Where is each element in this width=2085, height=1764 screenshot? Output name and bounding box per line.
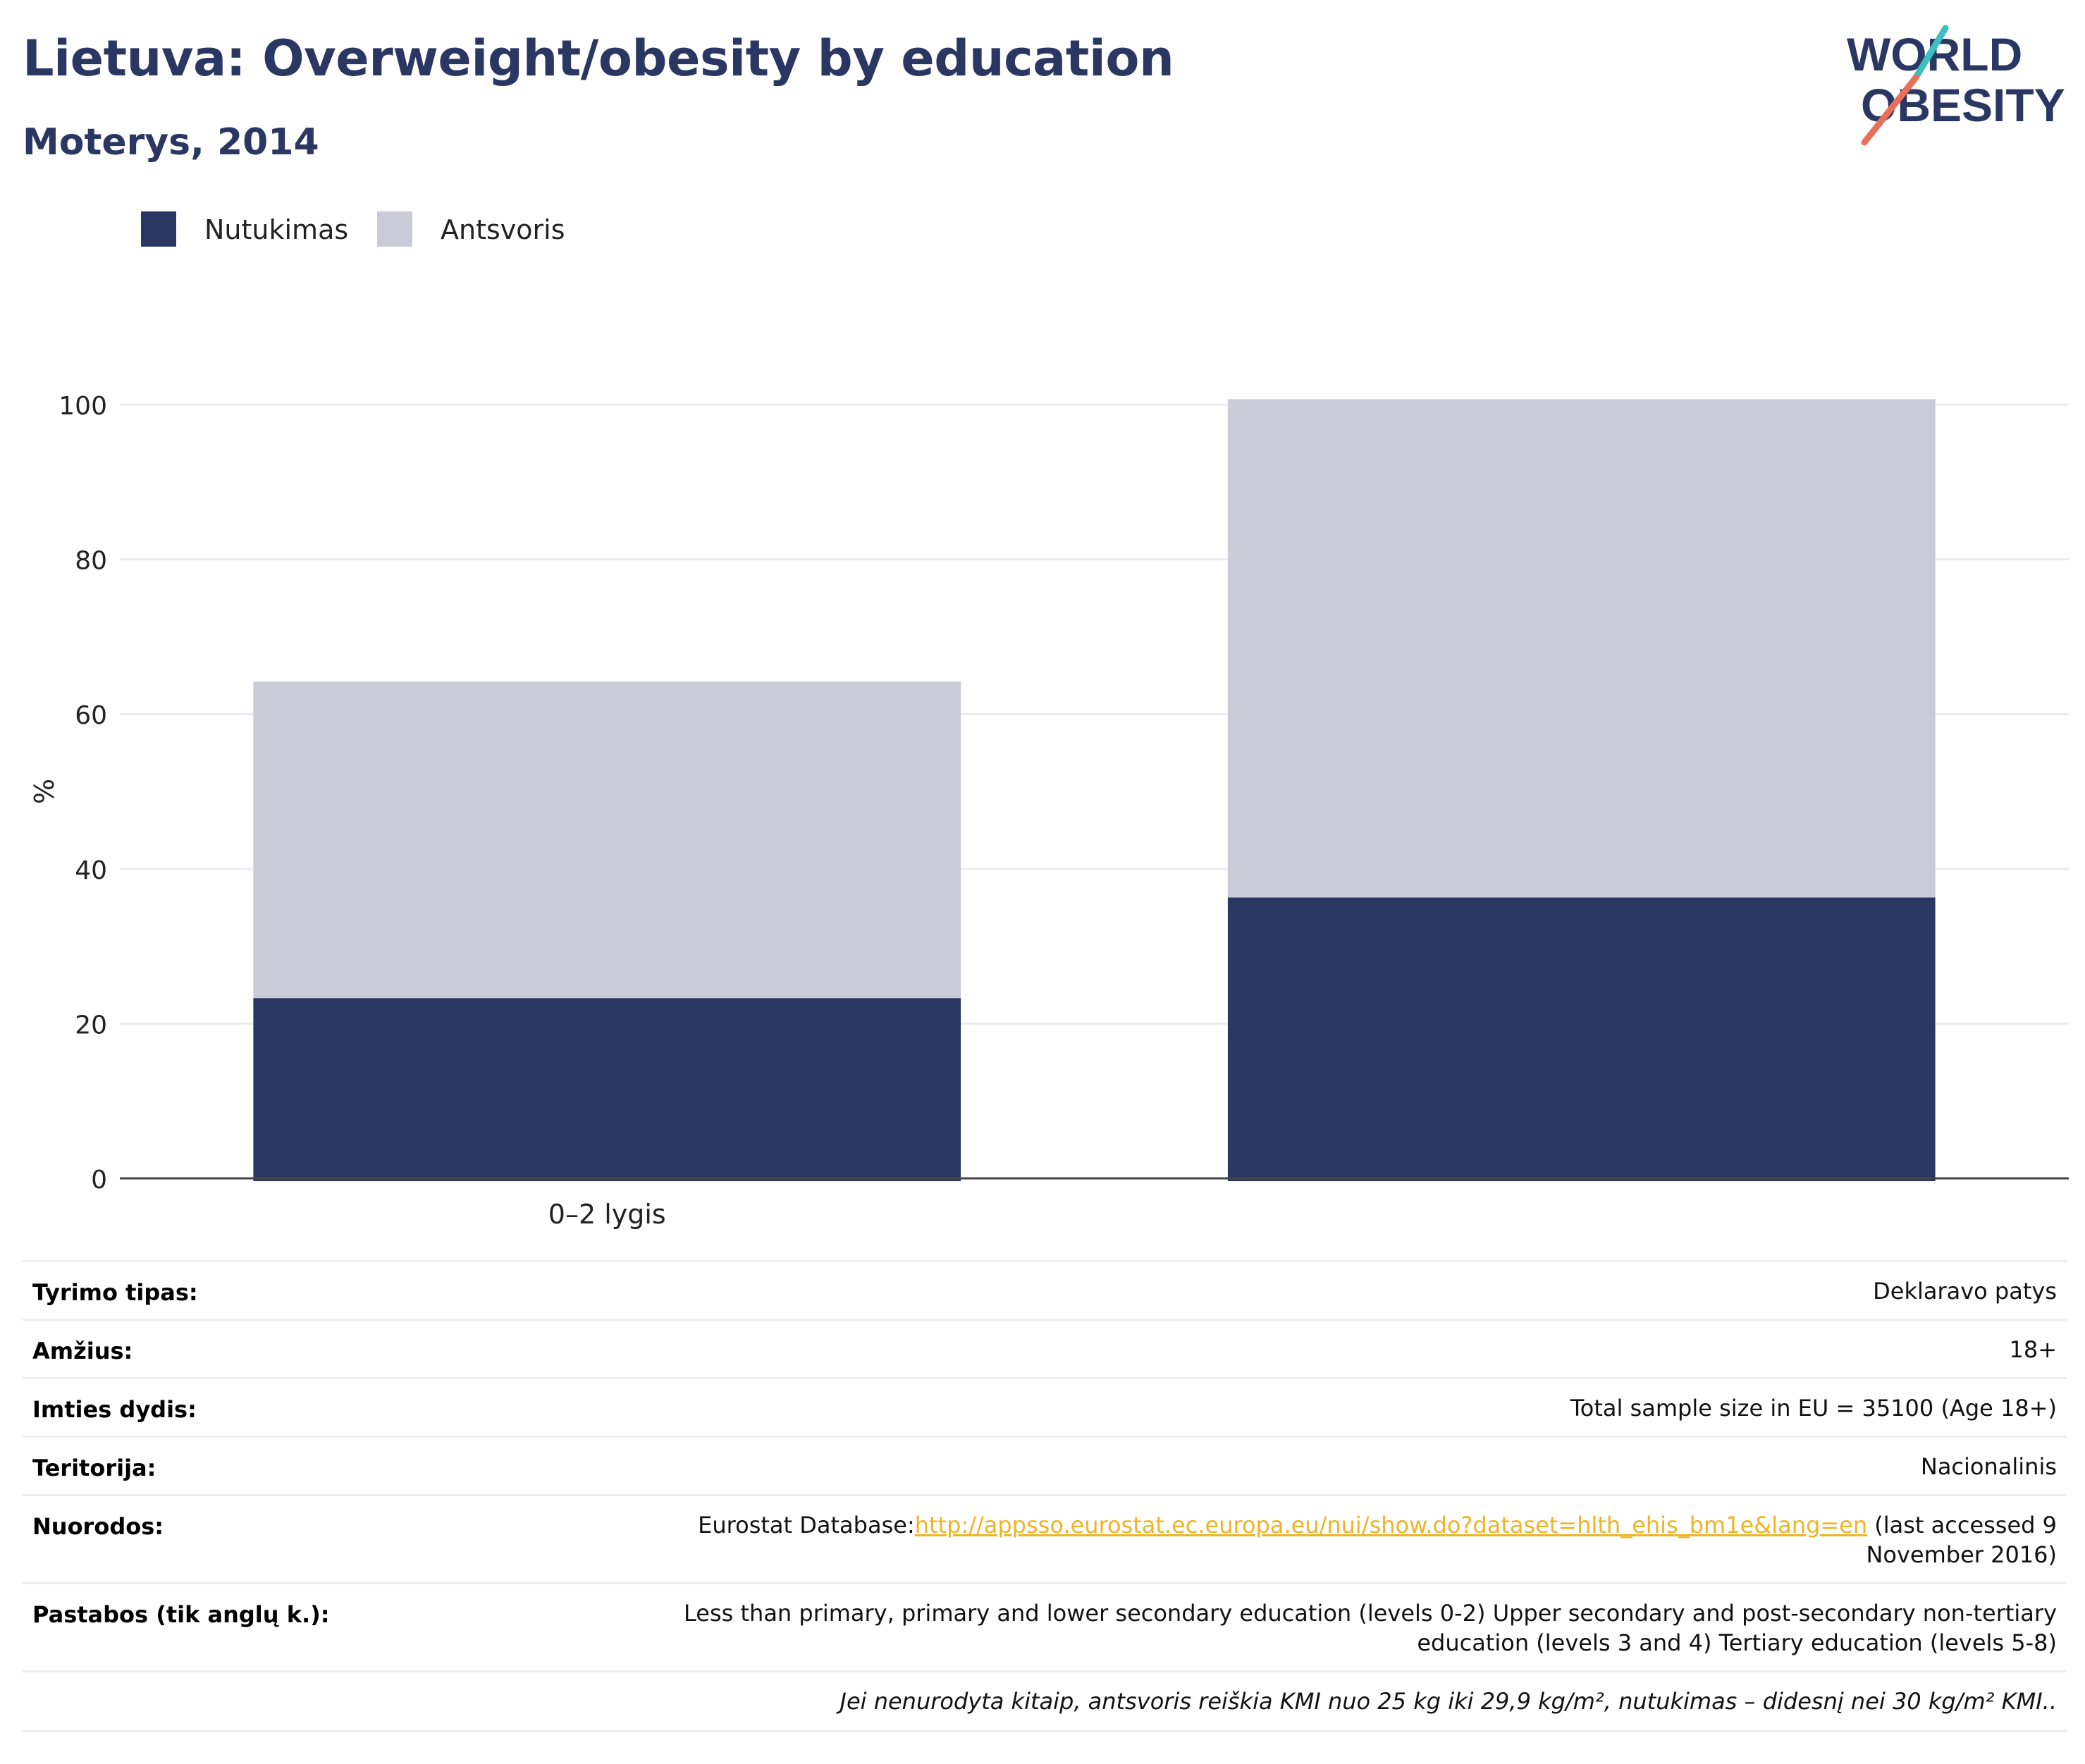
x-tick-label-0: 0–2 lygis bbox=[548, 1199, 666, 1230]
info-value-notes: Less than primary, primary and lower sec… bbox=[684, 1600, 2057, 1656]
chart-title: Lietuva: Overweight/obesity by education bbox=[23, 30, 1174, 87]
info-value-survey-type: Deklaravo patys bbox=[1873, 1278, 2057, 1305]
chart-subtitle: Moterys, 2014 bbox=[23, 121, 319, 164]
eurostat-link[interactable]: http://appsso.eurostat.ec.europa.eu/nui/… bbox=[914, 1512, 1868, 1538]
info-label-references: Nuorodos: bbox=[32, 1513, 164, 1540]
bar-obesity-0 bbox=[253, 998, 961, 1181]
info-footnote: Jei nenurodyta kitaip, antsvoris reiškia… bbox=[839, 1688, 2058, 1715]
y-axis-label: % bbox=[29, 779, 60, 804]
info-value-territory: Nacionalinis bbox=[1920, 1453, 2057, 1480]
y-tick-label-0: 0 bbox=[91, 1166, 107, 1195]
info-value-references: Eurostat Database:http://appsso.eurostat… bbox=[661, 1510, 2057, 1569]
info-table: Tyrimo tipas: Deklaravo patys Amžius: 18… bbox=[23, 1260, 2067, 1732]
info-row-sample-size: Imties dydis: Total sample size in EU = … bbox=[23, 1377, 2067, 1436]
references-suffix: (last accessed 9 November 2016) bbox=[1866, 1512, 2057, 1568]
info-row-survey-type: Tyrimo tipas: Deklaravo patys bbox=[23, 1260, 2067, 1319]
info-label-sample-size: Imties dydis: bbox=[32, 1396, 197, 1423]
logo-text-world: WORLD bbox=[1847, 28, 2022, 80]
y-tick-label-20: 20 bbox=[75, 1011, 107, 1040]
bar-obesity-1 bbox=[1227, 897, 1936, 1181]
legend-swatch-overweight bbox=[377, 211, 412, 247]
references-prefix: Eurostat Database: bbox=[698, 1512, 915, 1538]
logo-slash-coral bbox=[1861, 74, 1919, 146]
bar-overweight-1 bbox=[1227, 399, 1936, 898]
info-row-territory: Teritorija: Nacionalinis bbox=[23, 1436, 2067, 1494]
stacked-bar-chart: 0 20 40 60 80 100% 0–2 lygis bbox=[29, 392, 2069, 1230]
info-row-notes: Pastabos (tik anglų k.): Less than prima… bbox=[23, 1582, 2067, 1670]
info-row-references: Nuorodos: Eurostat Database:http://appss… bbox=[23, 1494, 2067, 1582]
legend-swatch-obesity bbox=[141, 211, 176, 247]
info-row-age: Amžius: 18+ bbox=[23, 1319, 2067, 1377]
y-tick-label-40: 40 bbox=[75, 856, 107, 885]
info-label-survey-type: Tyrimo tipas: bbox=[32, 1279, 198, 1306]
y-tick-label-60: 60 bbox=[75, 701, 107, 730]
info-label-notes: Pastabos (tik anglų k.): bbox=[32, 1601, 330, 1628]
info-label-territory: Teritorija: bbox=[32, 1455, 156, 1481]
info-row-footnote: Jei nenurodyta kitaip, antsvoris reiškia… bbox=[23, 1670, 2067, 1732]
legend-label-obesity: Nutukimas bbox=[204, 214, 349, 245]
y-tick-label-100: 100 bbox=[59, 392, 107, 421]
legend-label-overweight: Antsvoris bbox=[441, 214, 565, 245]
info-value-sample-size: Total sample size in EU = 35100 (Age 18+… bbox=[1570, 1395, 2057, 1421]
world-obesity-logo: WORLD OBESITY bbox=[1847, 25, 2065, 146]
info-label-age: Amžius: bbox=[32, 1338, 133, 1364]
bar-overweight-0 bbox=[253, 681, 961, 999]
info-value-age: 18+ bbox=[2009, 1336, 2057, 1363]
logo-slash-teal bbox=[1912, 25, 1949, 81]
y-tick-label-80: 80 bbox=[75, 547, 107, 576]
